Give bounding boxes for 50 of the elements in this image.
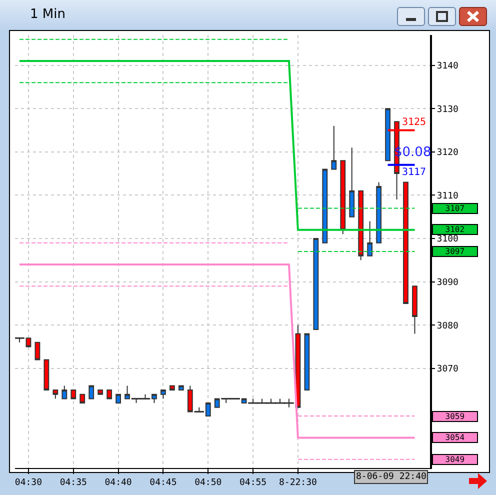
candlestick bbox=[349, 147, 355, 218]
chart-title: 1 Min bbox=[30, 7, 66, 22]
candlestick bbox=[70, 390, 76, 400]
candlestick bbox=[170, 385, 175, 391]
x-tick-label: 04:35 bbox=[60, 478, 87, 488]
candlestick bbox=[331, 125, 337, 170]
x-tick-label: 04:40 bbox=[104, 478, 132, 488]
x-tick-label: 04:45 bbox=[150, 478, 177, 488]
candlestick bbox=[44, 359, 50, 391]
x-tick-label: 8-22:30 bbox=[278, 478, 317, 488]
y-tick-label: 3130 bbox=[436, 104, 458, 115]
candlestick bbox=[412, 286, 418, 334]
candlestick bbox=[160, 390, 166, 400]
candlestick bbox=[358, 190, 364, 261]
candlestick bbox=[322, 168, 328, 244]
candlestick bbox=[106, 390, 112, 400]
candlestick bbox=[385, 108, 390, 162]
candlestick bbox=[98, 390, 104, 395]
y-tick-label: 3090 bbox=[436, 278, 458, 288]
text: 3097 bbox=[445, 247, 465, 256]
y-tick-label: 3100 bbox=[436, 234, 458, 245]
candlestick bbox=[367, 220, 373, 256]
text: 3059 bbox=[445, 412, 465, 421]
x-tick-label: 04:50 bbox=[194, 478, 222, 488]
y-tick-label: 3120 bbox=[436, 148, 458, 158]
candlestick bbox=[376, 182, 382, 244]
y-tick-label: 3110 bbox=[436, 191, 458, 202]
candlestick bbox=[80, 394, 86, 404]
y-tick-label: 3140 bbox=[436, 61, 458, 72]
candlestick bbox=[403, 182, 408, 304]
candlestick bbox=[178, 385, 184, 391]
candlestick bbox=[52, 390, 58, 400]
text: 8-06-09 22:40 bbox=[356, 472, 426, 482]
y-tick-label: 3070 bbox=[436, 364, 458, 375]
candlestick bbox=[313, 238, 319, 330]
text: 3049 bbox=[445, 455, 465, 464]
candlestick bbox=[304, 333, 310, 391]
x-tick-label: 04:30 bbox=[14, 478, 42, 488]
candlestick bbox=[34, 342, 40, 360]
data-label: 3117 bbox=[402, 167, 426, 178]
data-label: 3125 bbox=[402, 117, 426, 128]
text: 3107 bbox=[445, 204, 465, 213]
candlestick bbox=[340, 160, 346, 235]
x-tick-label: 04:55 bbox=[239, 478, 267, 488]
text: 3054 bbox=[445, 433, 465, 442]
y-tick-label: 3080 bbox=[436, 321, 458, 332]
text: 3102 bbox=[445, 225, 465, 234]
candlestick bbox=[116, 394, 121, 404]
candlestick bbox=[88, 385, 94, 400]
candlestick bbox=[62, 385, 68, 400]
